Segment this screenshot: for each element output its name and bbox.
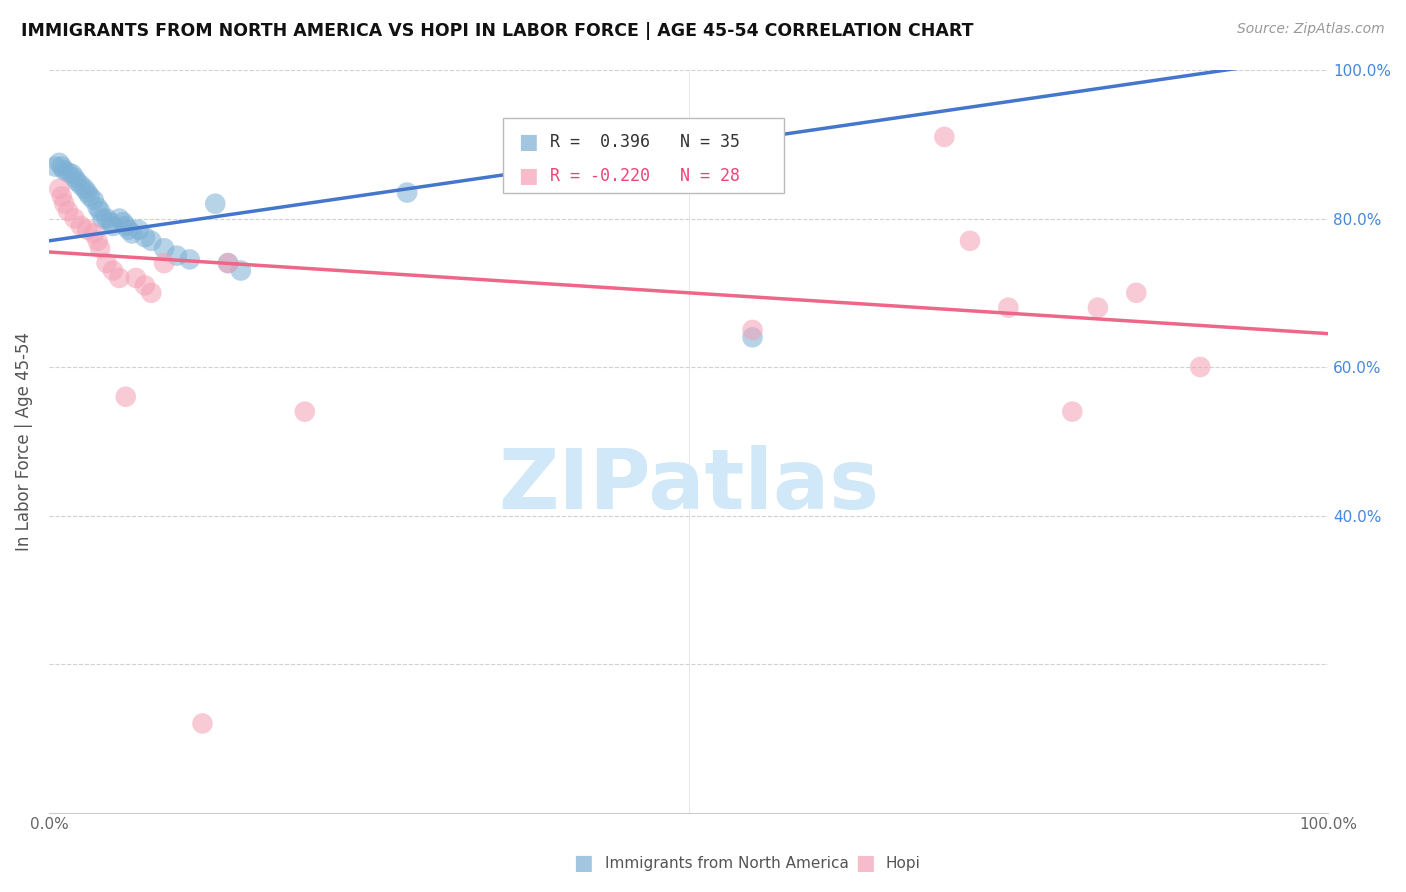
Point	[48, 156, 70, 170]
Point	[997, 301, 1019, 315]
Point	[125, 271, 148, 285]
Point	[153, 256, 176, 270]
Point	[134, 278, 156, 293]
Point	[101, 263, 124, 277]
Point	[73, 182, 96, 196]
Point	[153, 241, 176, 255]
Text: R = -0.220   N = 28: R = -0.220 N = 28	[550, 167, 741, 186]
Point	[83, 193, 105, 207]
Point	[741, 323, 763, 337]
Point	[60, 167, 83, 181]
Point	[1125, 285, 1147, 300]
Point	[96, 256, 118, 270]
Point	[294, 404, 316, 418]
Point	[83, 227, 105, 241]
Text: R =  0.396   N = 35: R = 0.396 N = 35	[550, 133, 741, 151]
Point	[1189, 359, 1212, 374]
Point	[114, 390, 136, 404]
Point	[91, 211, 114, 226]
Point	[89, 241, 111, 255]
Point	[53, 196, 76, 211]
Point	[70, 178, 93, 193]
Point	[48, 182, 70, 196]
Point	[51, 189, 73, 203]
Point	[56, 204, 79, 219]
Point	[117, 223, 139, 237]
Point	[96, 211, 118, 226]
Point	[741, 330, 763, 344]
Point	[108, 271, 131, 285]
Point	[63, 211, 86, 226]
Y-axis label: In Labor Force | Age 45-54: In Labor Force | Age 45-54	[15, 332, 32, 550]
Point	[134, 230, 156, 244]
Point	[89, 204, 111, 219]
Text: ZIPatlas: ZIPatlas	[498, 445, 879, 526]
Point	[179, 252, 201, 267]
Point	[1087, 301, 1109, 315]
Text: ■: ■	[519, 132, 538, 152]
Point	[217, 256, 239, 270]
Point	[100, 215, 122, 229]
Text: ■: ■	[855, 854, 875, 873]
Point	[934, 129, 956, 144]
Point	[86, 234, 108, 248]
Point	[86, 201, 108, 215]
Point	[121, 227, 143, 241]
Point	[112, 215, 135, 229]
Point	[44, 160, 66, 174]
Point	[51, 160, 73, 174]
Point	[141, 234, 163, 248]
Point	[114, 219, 136, 233]
Point	[53, 163, 76, 178]
Point	[63, 170, 86, 185]
Text: ■: ■	[519, 166, 538, 186]
Text: IMMIGRANTS FROM NORTH AMERICA VS HOPI IN LABOR FORCE | AGE 45-54 CORRELATION CHA: IMMIGRANTS FROM NORTH AMERICA VS HOPI IN…	[21, 22, 973, 40]
Point	[229, 263, 252, 277]
Text: Immigrants from North America: Immigrants from North America	[605, 856, 848, 871]
Text: Source: ZipAtlas.com: Source: ZipAtlas.com	[1237, 22, 1385, 37]
Point	[396, 186, 419, 200]
Point	[204, 196, 226, 211]
Point	[166, 249, 188, 263]
FancyBboxPatch shape	[503, 119, 785, 193]
Point	[1062, 404, 1084, 418]
Point	[101, 219, 124, 233]
Point	[76, 186, 98, 200]
Text: Hopi: Hopi	[886, 856, 921, 871]
Point	[70, 219, 93, 233]
Point	[79, 189, 101, 203]
Point	[56, 165, 79, 179]
Point	[66, 174, 89, 188]
Text: ■: ■	[574, 854, 593, 873]
Point	[128, 223, 150, 237]
Point	[141, 285, 163, 300]
Point	[191, 716, 214, 731]
Point	[76, 223, 98, 237]
Point	[217, 256, 239, 270]
Point	[108, 211, 131, 226]
Point	[959, 234, 981, 248]
